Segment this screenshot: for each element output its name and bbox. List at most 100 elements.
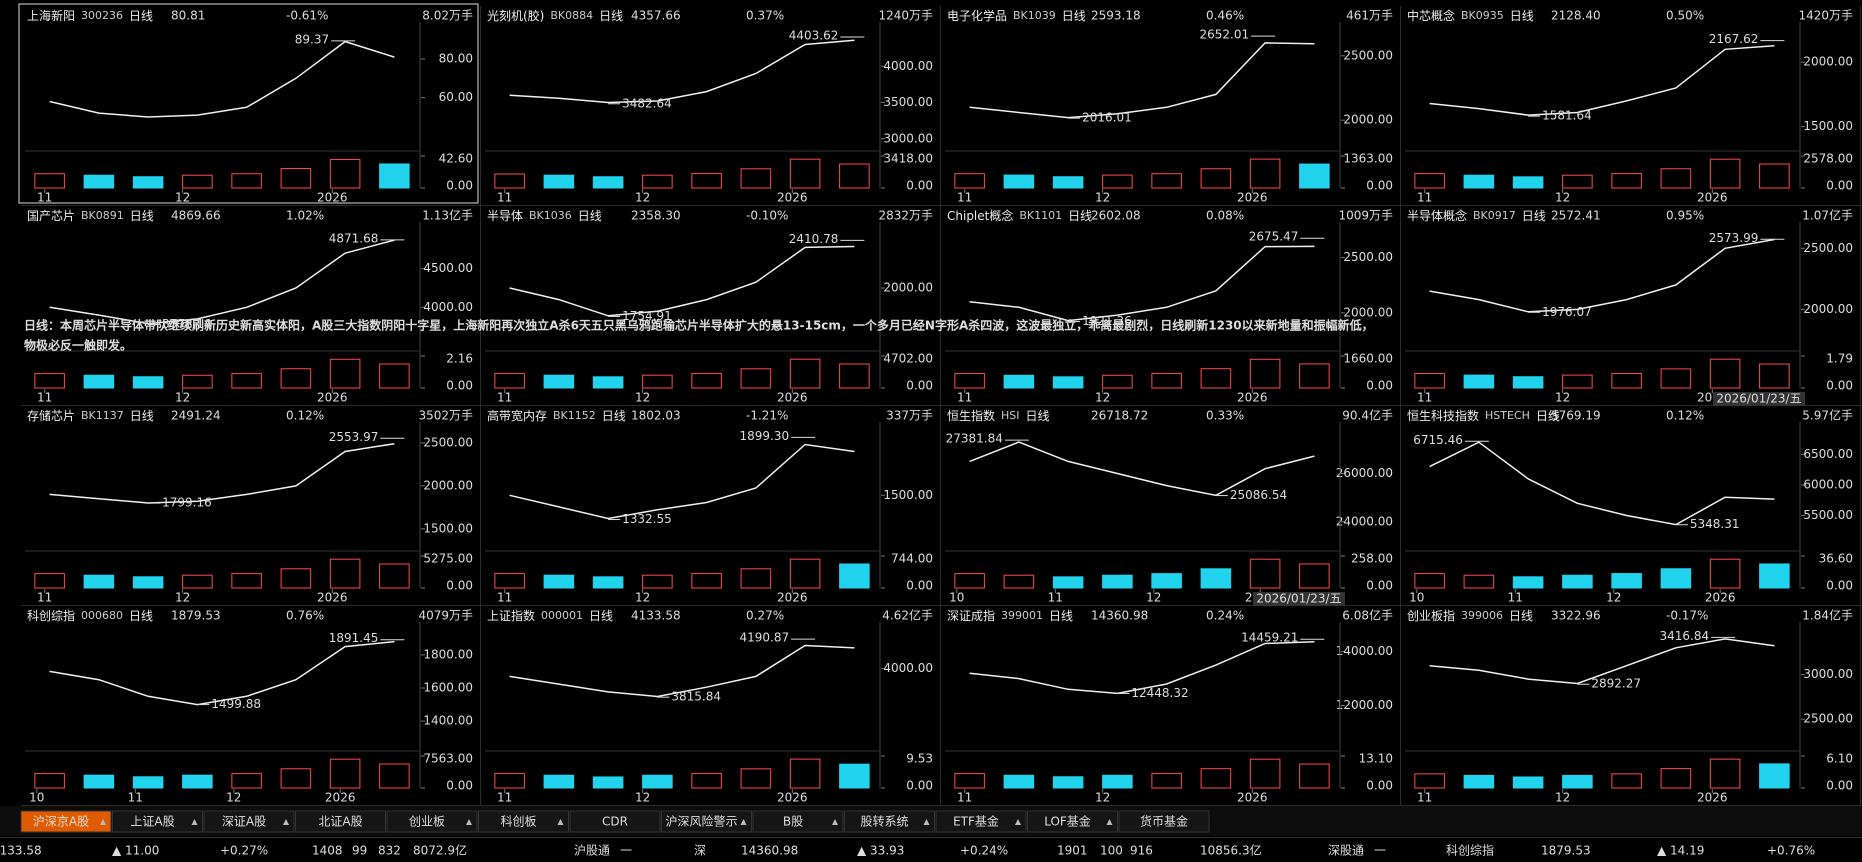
change-pct: 0.46% — [1206, 9, 1244, 23]
vol-tick-label: 2578.00 — [1803, 152, 1853, 166]
vol-tick-label: 9.53 — [906, 752, 933, 766]
low-label: 1499.88 — [211, 697, 261, 711]
date-label: 2026/01/23/五 — [1256, 592, 1341, 606]
y-tick-label: 2000.00 — [423, 478, 473, 492]
tab-label[interactable]: 上证A股 — [130, 815, 174, 829]
low-label: 5348.31 — [1690, 517, 1740, 531]
stock-name: 科创综指 — [27, 608, 75, 623]
volume-bar — [280, 167, 312, 189]
tab-label[interactable]: 创业板 — [409, 815, 445, 829]
stock-code: BK0917 — [1473, 209, 1516, 222]
stock-code: BK1101 — [1019, 209, 1062, 222]
vol-tick-label: 0.00 — [1826, 579, 1853, 593]
low-label: 3482.64 — [622, 96, 672, 110]
x-tick-label: 12 — [1146, 591, 1161, 605]
volume-bar — [1052, 176, 1084, 189]
volume-bar — [642, 374, 673, 389]
volume-bar — [954, 773, 985, 789]
volume-total: 1009万手 — [1338, 209, 1393, 223]
stock-panel: 电子化学品 BK1039 日线 2593.18 0.46% 461万手 2500.00 200… — [941, 6, 1401, 206]
high-label: 2167.62 — [1709, 32, 1759, 46]
stock-code: BK1039 — [1013, 9, 1056, 22]
volume-bar — [494, 373, 525, 389]
volume-bar — [494, 173, 525, 189]
volume-bar — [34, 173, 65, 189]
volume-bar — [1200, 768, 1232, 789]
vol-tick-label: 4702.00 — [883, 352, 933, 366]
volume-bar — [1562, 174, 1593, 189]
tab-menu-arrow — [557, 819, 564, 825]
panel-title: 半导体概念 BK0917 日线 — [1407, 208, 1546, 223]
tab-label[interactable]: 沪深风险警示 — [665, 814, 737, 829]
volume-bar — [1200, 368, 1232, 389]
status-item: ▲ 11.00 — [112, 844, 159, 858]
volume-bar — [1151, 773, 1182, 789]
volume-bar — [1759, 763, 1790, 789]
x-tick-label: 11 — [497, 591, 512, 605]
stock-panel: 半导体概念 BK0917 日线 2572.41 0.95% 1.07亿手 2500.00 20… — [1401, 206, 1861, 406]
volume-bar — [329, 758, 361, 789]
volume-bar — [1414, 373, 1445, 389]
period: 日线 — [129, 9, 153, 23]
status-item: 8072.9亿 — [413, 843, 467, 858]
tab-menu-arrow — [740, 819, 747, 825]
tab-label[interactable]: 科创板 — [500, 815, 536, 829]
volume-bar — [740, 168, 772, 189]
tab-label[interactable]: B股 — [783, 815, 803, 829]
volume-bar — [1562, 374, 1593, 389]
tab-bg — [569, 810, 661, 833]
stock-panel: 深证成指 399001 日线 14360.98 0.24% 6.08亿手 14000.00 1… — [941, 606, 1401, 806]
period: 日线 — [1062, 9, 1086, 23]
x-tick-label: 2026 — [1237, 191, 1268, 205]
tab-label[interactable]: 深证A股 — [222, 815, 266, 829]
volume-bar — [789, 758, 821, 789]
vol-tick-label: 7563.00 — [423, 752, 473, 766]
volume-bar — [182, 374, 213, 389]
volume-total: 3502万手 — [418, 409, 473, 423]
volume-bar — [1463, 174, 1495, 189]
tab-label[interactable]: 货币基金 — [1140, 814, 1188, 829]
change-pct: 0.37% — [746, 9, 784, 23]
tab-label[interactable]: 北证A股 — [318, 815, 362, 829]
panel-title: 电子化学品 BK1039 日线 — [947, 8, 1086, 23]
volume-bar — [132, 176, 164, 189]
tab-label[interactable]: LOF基金 — [1044, 814, 1091, 829]
tab-label[interactable]: 股转系统 — [860, 814, 908, 829]
panel-title: 创业板指 399006 日线 — [1407, 608, 1533, 623]
volume-bar — [740, 768, 772, 789]
volume-bar — [1414, 773, 1445, 789]
last-price: 2602.08 — [1091, 209, 1141, 223]
stock-name: 存储芯片 — [27, 408, 75, 423]
last-price: 80.81 — [171, 9, 205, 23]
change-pct: -0.10% — [746, 209, 788, 223]
period: 日线 — [1522, 209, 1546, 223]
volume-total: 1.07亿手 — [1802, 208, 1853, 223]
tab-label[interactable]: 沪深京A股 — [33, 815, 89, 829]
last-price: 14360.98 — [1091, 609, 1148, 623]
volume-bar — [839, 363, 870, 389]
y-tick-label: 2000.00 — [1343, 113, 1393, 127]
tab-label[interactable]: CDR — [602, 815, 628, 829]
volume-bar — [1759, 163, 1790, 189]
x-tick-label: 11 — [37, 391, 52, 405]
y-tick-label: 2500.00 — [1803, 241, 1853, 255]
low-label: 2016.01 — [1082, 111, 1132, 125]
tab-label[interactable]: ETF基金 — [953, 814, 999, 829]
volume-bar — [379, 563, 410, 589]
x-tick-label: 2026 — [317, 591, 348, 605]
volume-bar — [1414, 173, 1445, 189]
tab-bg — [386, 810, 478, 833]
volume-bar — [1414, 573, 1445, 589]
y-tick-label: 3500.00 — [883, 95, 933, 109]
volume-bar — [642, 174, 673, 189]
tab-bg — [661, 810, 752, 833]
status-item: 1879.53 — [1541, 844, 1591, 858]
y-tick-label: 4500.00 — [423, 261, 473, 275]
y-tick-label: 4000.00 — [423, 300, 473, 314]
volume-bar — [543, 174, 575, 189]
tab-bg — [844, 810, 935, 833]
vol-tick-label: 0.00 — [446, 579, 473, 593]
status-item: ▲ 33.93 — [857, 844, 904, 858]
x-tick-label: 11 — [128, 791, 143, 805]
